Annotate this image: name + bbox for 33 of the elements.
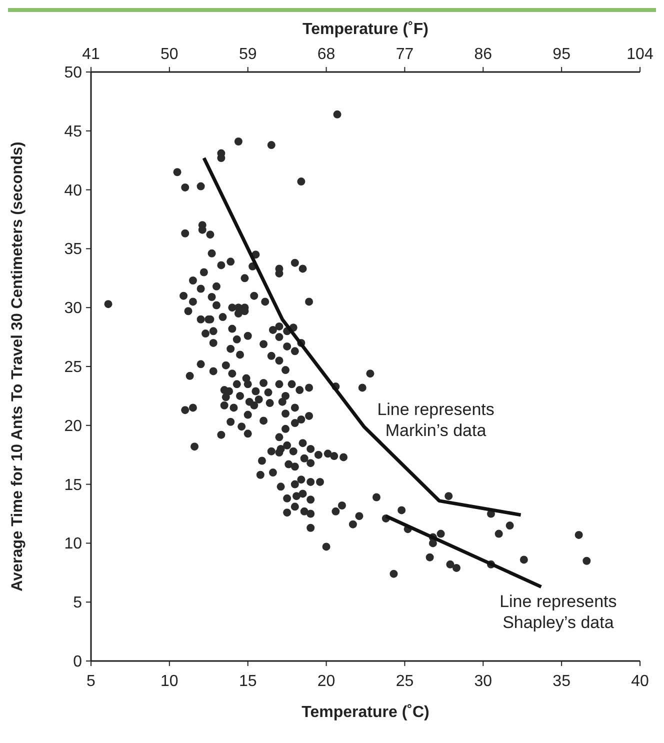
- y-tick-label: 35: [64, 241, 82, 258]
- y-tick-label: 45: [64, 123, 82, 140]
- y-tick-label: 30: [64, 300, 82, 318]
- y-tick-label: 0: [73, 654, 82, 670]
- y-tick-label: 15: [64, 476, 82, 494]
- y-tick-label: 5: [73, 594, 82, 612]
- x2-tick-label: 77: [396, 46, 414, 63]
- x-tick-label: 25: [396, 673, 414, 690]
- line-series: [202, 156, 523, 517]
- y-tick-label: 25: [64, 359, 82, 376]
- series-label: Line represents Shapley’s data: [500, 592, 617, 632]
- x2-tick-label: 41: [82, 46, 100, 63]
- y-tick-label: 50: [64, 64, 82, 82]
- x2-tick-label: 86: [474, 46, 492, 63]
- x2-tick-label: 50: [160, 46, 178, 63]
- x2-tick-label: 104: [626, 46, 654, 63]
- y-tick-label: 40: [64, 182, 82, 200]
- x-axis-title: Temperature (˚C): [302, 704, 430, 721]
- y-tick-label: 10: [64, 536, 82, 553]
- x-tick-label: 20: [317, 673, 336, 690]
- x2-tick-label: 59: [238, 46, 257, 63]
- x-tick-label: 15: [238, 673, 257, 690]
- y-axis-title: Average Time for 10 Ants To Travel 30 Centimeters (seconds): [9, 142, 26, 592]
- x-tick-label: 30: [474, 673, 492, 690]
- x2-axis-title: Temperature (˚F): [302, 21, 428, 38]
- series-label: Line represents Markin’s data: [377, 400, 494, 440]
- x2-tick-label: 68: [317, 46, 336, 63]
- x-tick-label: 5: [86, 673, 96, 690]
- y-tick-label: 20: [64, 418, 82, 435]
- x-tick-label: 35: [552, 673, 571, 690]
- x2-tick-label: 95: [552, 46, 571, 63]
- x-tick-label: 10: [160, 673, 178, 690]
- x-tick-label: 40: [631, 673, 649, 690]
